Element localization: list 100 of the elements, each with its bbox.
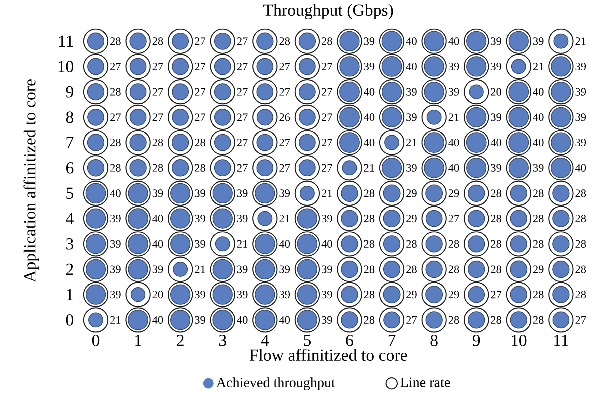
- annotation: 39: [576, 88, 586, 96]
- annotation: 27: [322, 63, 332, 70]
- annotation: 40: [152, 215, 164, 223]
- annotation: 39: [322, 316, 332, 324]
- annotation: 39: [364, 38, 375, 46]
- annotation: 40: [152, 240, 164, 248]
- annotation: 39: [237, 291, 248, 299]
- y-tick-label: 6: [66, 162, 74, 174]
- annotation: 39: [280, 291, 290, 299]
- annotation: 28: [364, 240, 375, 248]
- annotation: 27: [110, 63, 121, 70]
- x-tick-label: 10: [512, 334, 527, 346]
- annotation: 28: [576, 240, 586, 248]
- annotation: 39: [576, 62, 586, 71]
- legend-label: Achieved throughput: [216, 378, 336, 390]
- annotation: 40: [237, 316, 248, 324]
- annotation: 27: [195, 38, 206, 46]
- annotation: 28: [406, 240, 417, 248]
- annotation: 27: [237, 63, 248, 70]
- annotation: 40: [406, 62, 417, 71]
- annotation: 28: [110, 164, 121, 172]
- annotation: 27: [322, 114, 332, 122]
- annotation: 28: [152, 38, 164, 46]
- annotation: 39: [406, 114, 417, 122]
- annotation: 39: [406, 164, 417, 172]
- annotation: 39: [152, 190, 164, 198]
- annotation: 28: [533, 291, 544, 299]
- annotation: 39: [491, 62, 502, 71]
- annotation: 39: [322, 291, 332, 299]
- annotation: 29: [448, 190, 460, 198]
- annotation: 39: [491, 38, 502, 46]
- x-tick-label: 9: [472, 334, 480, 346]
- annotation: 40: [533, 138, 544, 147]
- annotation: 28: [110, 138, 121, 147]
- annotation: 39: [195, 240, 206, 248]
- annotation: 39: [195, 215, 206, 223]
- annotation: 39: [237, 215, 248, 223]
- annotation: 39: [491, 164, 502, 172]
- annotation: 27: [322, 139, 332, 146]
- annotation: 29: [406, 291, 417, 299]
- annotation: 39: [576, 138, 586, 147]
- y-tick-label: 10: [58, 61, 74, 72]
- annotation: 40: [490, 138, 502, 147]
- annotation: 28: [448, 240, 460, 248]
- y-tick-label: 4: [66, 213, 74, 224]
- annotation: 21: [237, 240, 248, 248]
- annotation: 39: [491, 114, 502, 122]
- annotation: 28: [110, 38, 121, 46]
- x-tick-label: 1: [136, 334, 142, 346]
- annotation: 40: [575, 164, 586, 172]
- annotation: 27: [195, 63, 206, 70]
- x-tick-label: 0: [92, 334, 100, 346]
- annotation: 27: [237, 88, 248, 96]
- annotation: 28: [491, 266, 502, 274]
- annotation: 39: [406, 88, 417, 96]
- annotation: 21: [280, 215, 290, 223]
- annotation: 39: [110, 266, 121, 274]
- annotation: 39: [533, 38, 544, 46]
- annotation: 20: [491, 88, 502, 96]
- annotation: 40: [279, 240, 290, 248]
- annotation: 40: [279, 316, 290, 324]
- annotation: 27: [237, 164, 248, 172]
- annotation: 27: [152, 63, 164, 70]
- x-tick-label: 5: [304, 334, 312, 346]
- annotation: 28: [533, 240, 544, 248]
- annotation: 28: [364, 215, 375, 223]
- annotation: 27: [491, 291, 502, 299]
- annotation: 21: [322, 190, 332, 198]
- annotation: 29: [406, 190, 417, 198]
- annotation: 28: [448, 266, 460, 274]
- annotation: 39: [448, 62, 460, 71]
- annotation: 39: [364, 62, 375, 71]
- annotation: 28: [406, 266, 417, 274]
- annotation: 27: [152, 88, 164, 96]
- annotation: 40: [364, 114, 375, 122]
- annotation: 39: [110, 291, 121, 299]
- y-tick-label: 1: [67, 289, 74, 300]
- annotation: 39: [110, 215, 121, 223]
- x-tick-label: 6: [346, 334, 354, 346]
- annotation: 39: [322, 215, 332, 223]
- annotation: 27: [280, 139, 290, 146]
- y-tick-label: 0: [66, 314, 74, 326]
- annotation: 28: [533, 316, 544, 324]
- annotation: 28: [576, 266, 586, 274]
- annotation: 40: [448, 164, 460, 172]
- legend-label: Line rate: [400, 378, 450, 388]
- annotation: 39: [195, 190, 206, 198]
- annotation: 28: [491, 240, 502, 248]
- annotation: 28: [533, 215, 544, 223]
- y-tick-label: 5: [66, 188, 74, 200]
- annotation: 40: [322, 240, 332, 248]
- annotation: 27: [280, 63, 290, 70]
- annotation: 27: [448, 215, 460, 223]
- y-tick-label: 11: [59, 36, 74, 47]
- x-tick-label: 3: [219, 334, 226, 346]
- annotation: 40: [448, 138, 460, 147]
- annotation: 21: [195, 266, 206, 274]
- annotation: 27: [237, 114, 248, 122]
- annotation: 28: [491, 316, 502, 324]
- annotation: 28: [110, 88, 121, 96]
